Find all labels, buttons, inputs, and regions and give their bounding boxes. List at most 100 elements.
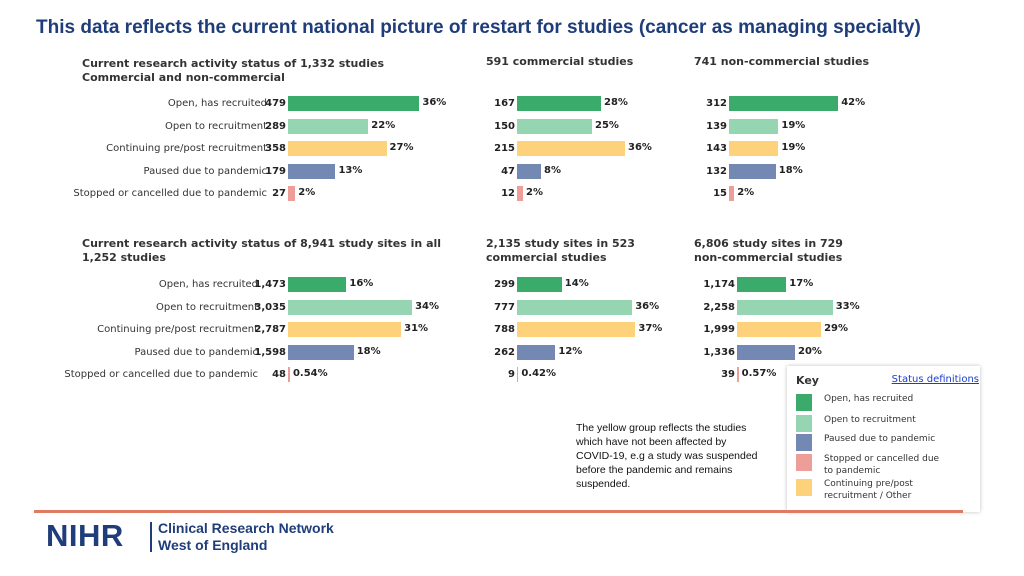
bar	[288, 367, 290, 382]
count-label: 2,258	[703, 301, 735, 313]
percent-label: 16%	[349, 278, 374, 289]
footer-divider	[34, 510, 963, 513]
bar	[517, 163, 541, 179]
percent-label: 19%	[781, 142, 806, 153]
count-label: 215	[494, 143, 515, 154]
category-label: Paused due to pandemic	[143, 165, 267, 177]
percent-label: 14%	[564, 278, 589, 289]
bar	[729, 96, 839, 111]
network-name: Clinical Research Network West of Englan…	[158, 520, 334, 554]
percent-label: 36%	[628, 142, 652, 153]
percent-label: 33%	[835, 300, 860, 312]
yellow-group-note: The yellow group reflects the studies wh…	[576, 422, 758, 490]
bar	[517, 322, 636, 337]
bar	[288, 277, 347, 292]
count-label: 9	[508, 369, 515, 380]
percent-label: 18%	[356, 345, 381, 357]
bar	[517, 277, 562, 292]
percent-label: 37%	[638, 323, 663, 334]
count-label: 299	[494, 279, 515, 290]
count-label: 788	[494, 324, 515, 335]
key-label: Open to recruitment	[824, 415, 916, 425]
bar	[729, 163, 776, 179]
chart-title-line: 6,806 study sites in 729	[694, 237, 843, 250]
bar	[729, 141, 779, 156]
chart-title-line: Current research activity status of 8,94…	[82, 237, 442, 250]
count-label: 167	[494, 98, 515, 109]
percent-label: 22%	[371, 119, 396, 131]
bar	[737, 299, 833, 315]
key-title: Key	[796, 374, 819, 387]
chart-title-line: 741 non-commercial studies	[694, 55, 870, 68]
count-label: 27	[272, 188, 286, 199]
bar	[288, 186, 296, 201]
key-swatch	[796, 454, 812, 471]
bar	[737, 322, 822, 337]
network-line-2: West of England	[158, 537, 268, 553]
percent-label: 0.57%	[741, 368, 777, 379]
bar	[517, 344, 556, 360]
percent-label: 42%	[841, 97, 866, 108]
count-label: 1,336	[703, 346, 735, 358]
percent-label: 31%	[404, 323, 429, 334]
bar	[517, 118, 592, 134]
logo-divider	[150, 522, 152, 552]
count-label: 150	[494, 120, 515, 132]
bar	[517, 96, 601, 111]
chart-title-line: Current research activity status of 1,33…	[82, 57, 385, 70]
percent-label: 17%	[789, 278, 814, 289]
chart-title: 2,135 study sites in 523 commercial studi…	[486, 237, 635, 265]
status-definitions-link[interactable]: Status definitions	[891, 374, 979, 385]
bar	[737, 344, 795, 360]
percent-label: 0.54%	[292, 368, 328, 379]
chart-title-line: non-commercial studies	[694, 251, 843, 264]
legend-key: Key Status definitions Open, has recruit…	[787, 366, 980, 512]
network-line-1: Clinical Research Network	[158, 520, 334, 536]
bar	[737, 277, 787, 292]
chart-title-line: 1,252 studies	[82, 251, 166, 264]
percent-label: 27%	[389, 142, 414, 153]
count-label: 777	[494, 301, 515, 313]
category-label: Continuing pre/post recruitment	[97, 324, 258, 335]
count-label: 2,787	[254, 324, 286, 335]
percent-label: 34%	[415, 300, 440, 312]
bar	[288, 118, 369, 134]
count-label: 179	[265, 165, 286, 177]
count-label: 1,999	[703, 324, 735, 335]
bar	[288, 141, 387, 156]
percent-label: 20%	[798, 345, 822, 357]
nihr-logo: NIHR	[46, 518, 124, 553]
chart-title: 591 commercial studies	[486, 55, 633, 69]
key-label: Stopped or cancelled due to pandemic	[824, 454, 940, 476]
percent-label: 18%	[778, 164, 803, 176]
count-label: 1,174	[703, 279, 735, 290]
bar	[517, 186, 523, 201]
category-label: Open, has recruited	[158, 279, 258, 290]
category-label: Open to recruitment	[165, 120, 267, 132]
bar	[729, 186, 735, 201]
key-swatch	[796, 415, 812, 432]
percent-label: 25%	[595, 119, 619, 131]
key-swatch	[796, 479, 812, 496]
bar	[288, 344, 354, 360]
key-label: Paused due to pandemic	[824, 434, 936, 444]
percent-label: 19%	[781, 119, 806, 131]
category-label: Paused due to pandemic	[134, 346, 258, 358]
percent-label: 13%	[338, 164, 363, 176]
chart-title: 6,806 study sites in 729 non-commercial s…	[694, 237, 843, 265]
count-label: 1,598	[254, 346, 286, 358]
bar	[288, 322, 402, 337]
chart-title-line: 2,135 study sites in 523	[486, 237, 635, 250]
percent-label: 28%	[604, 97, 628, 108]
percent-label: 36%	[635, 300, 660, 312]
bar	[288, 96, 420, 111]
category-label: Stopped or cancelled due to pandemic	[64, 369, 258, 380]
count-label: 48	[272, 369, 286, 380]
percent-label: 2%	[298, 187, 316, 198]
category-label: Open, has recruited	[167, 98, 267, 109]
count-label: 289	[265, 120, 286, 132]
percent-label: 8%	[544, 164, 561, 176]
count-label: 143	[706, 143, 727, 154]
count-label: 47	[501, 165, 515, 177]
chart-title-line: Commercial and non-commercial	[82, 71, 285, 84]
